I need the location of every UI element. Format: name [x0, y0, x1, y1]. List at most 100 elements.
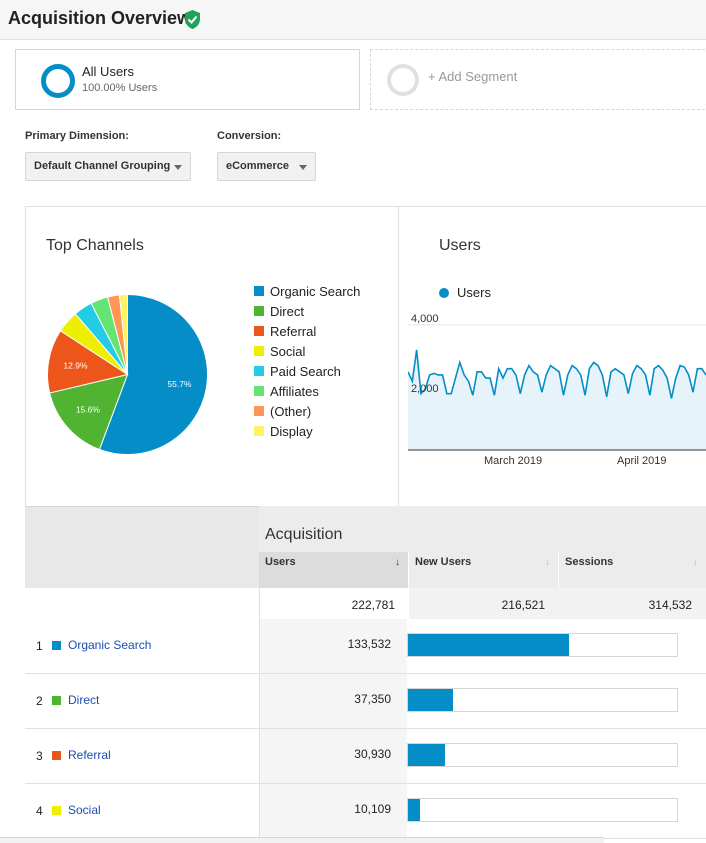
column-header-new-users[interactable]: New Users ↓ — [409, 552, 559, 588]
share-bar-track — [407, 633, 678, 657]
legend-swatch — [254, 366, 264, 376]
top-channels-title: Top Channels — [46, 237, 144, 254]
pie-slice[interactable] — [118, 293, 128, 375]
legend-item: Organic Search — [254, 281, 360, 301]
segment-ring-icon — [41, 64, 75, 98]
pie-slice[interactable] — [49, 373, 129, 451]
sort-descending-icon: ↓ — [395, 557, 400, 568]
users-value: 37,350 — [259, 674, 407, 728]
add-segment-label: + Add Segment — [428, 69, 518, 84]
chevron-down-icon — [174, 165, 182, 170]
legend-item: (Other) — [254, 401, 360, 421]
legend-item: Referral — [254, 321, 360, 341]
add-segment-button[interactable]: + Add Segment — [370, 49, 706, 110]
page-title: Acquisition Overview — [8, 8, 192, 28]
legend-swatch — [254, 346, 264, 356]
legend-item: Display — [254, 421, 360, 441]
conversion-dropdown[interactable]: eCommerce — [217, 152, 316, 181]
legend-item: Direct — [254, 301, 360, 321]
channel-color-swatch — [52, 641, 61, 650]
primary-dimension-label: Primary Dimension: — [25, 130, 129, 142]
share-bar-track — [407, 688, 678, 712]
acquisition-group-header: Acquisition — [265, 526, 343, 543]
empty-segment-ring-icon — [387, 64, 419, 96]
pie-slice-label: 55.7% — [167, 379, 192, 389]
total-sessions: 314,532 — [559, 588, 706, 619]
row-number: 3 — [36, 749, 43, 763]
row-number: 2 — [36, 694, 43, 708]
top-channels-pie-chart: 55.7% 15.6% 12.9% — [47, 293, 208, 455]
users-area-fill — [408, 349, 706, 450]
top-channels-legend: Organic Search Direct Referral Social Paid S… — [254, 281, 360, 441]
x-tick-label: April 2019 — [617, 455, 667, 467]
users-legend-label: Users — [457, 285, 491, 300]
verified-shield-icon — [185, 10, 200, 29]
users-value: 10,109 — [259, 784, 407, 838]
table-row: 1 Organic Search 133,532 — [25, 619, 706, 674]
users-series-line[interactable] — [408, 349, 706, 399]
channel-link[interactable]: Direct — [68, 693, 100, 707]
column-header-label: New Users — [415, 556, 472, 568]
legend-item: Paid Search — [254, 361, 360, 381]
legend-label: Affiliates — [270, 383, 319, 399]
table-row: 4 Social 10,109 — [25, 784, 706, 839]
share-bar-track — [407, 743, 678, 767]
share-bar-track — [407, 798, 678, 822]
column-header-label: Users — [265, 556, 296, 568]
legend-label: Direct — [270, 303, 304, 319]
acquisition-group-cell — [259, 506, 706, 552]
users-line-chart: 4,000 2,000 March 2019 April 2019 — [408, 313, 706, 467]
channel-link[interactable]: Referral — [68, 748, 111, 762]
totals-blank — [25, 588, 259, 619]
row-number: 4 — [36, 804, 43, 818]
legend-swatch — [254, 306, 264, 316]
conversion-label: Conversion: — [217, 130, 282, 142]
primary-dimension-dropdown[interactable]: Default Channel Grouping — [25, 152, 191, 181]
total-new-users: 216,521 — [409, 588, 559, 619]
legend-label: Display — [270, 423, 313, 439]
x-tick-label: March 2019 — [484, 455, 542, 467]
horizontal-scrollbar[interactable] — [0, 837, 604, 843]
legend-label: (Other) — [270, 403, 312, 419]
primary-dimension-value: Default Channel Grouping — [34, 160, 171, 172]
legend-label: Social — [270, 343, 306, 359]
share-bar-fill — [408, 689, 454, 711]
table-row: 3 Referral 30,930 — [25, 729, 706, 784]
total-users: 222,781 — [259, 588, 409, 619]
pie-slice-label: 15.6% — [76, 404, 101, 414]
chevron-down-icon — [299, 165, 307, 170]
channel-color-swatch — [52, 806, 61, 815]
panel-divider — [398, 206, 399, 507]
totals-row: 222,781 216,521 314,532 — [25, 588, 706, 619]
share-bar-fill — [408, 744, 446, 766]
channel-link[interactable]: Organic Search — [68, 638, 152, 652]
legend-item: Social — [254, 341, 360, 361]
legend-swatch — [254, 286, 264, 296]
conversion-value: eCommerce — [226, 160, 289, 172]
channel-color-swatch — [52, 751, 61, 760]
legend-label: Paid Search — [270, 363, 341, 379]
channel-link[interactable]: Social — [68, 803, 101, 817]
users-value: 133,532 — [259, 619, 407, 673]
users-value: 30,930 — [259, 729, 407, 783]
sort-icon: ↓ — [545, 557, 550, 568]
y-tick-label: 2,000 — [411, 383, 439, 395]
pie-slice[interactable] — [47, 330, 129, 394]
users-chart-title: Users — [439, 237, 481, 254]
segment-name: All Users — [82, 64, 135, 79]
pie-slice-label: 12.9% — [63, 360, 88, 370]
row-number: 1 — [36, 639, 43, 653]
column-header-label: Sessions — [565, 556, 614, 568]
channel-color-swatch — [52, 696, 61, 705]
pie-slice[interactable] — [98, 293, 208, 455]
legend-label: Organic Search — [270, 283, 361, 299]
segment-all-users[interactable]: All Users 100.00% Users — [15, 49, 360, 110]
legend-swatch — [254, 386, 264, 396]
column-header-sessions[interactable]: Sessions ↓ — [559, 552, 706, 588]
page-header: Acquisition Overview — [0, 0, 706, 40]
legend-swatch — [254, 326, 264, 336]
column-header-users[interactable]: Users ↓ — [259, 552, 409, 588]
y-tick-label: 4,000 — [411, 313, 439, 325]
users-legend-dot — [439, 288, 449, 298]
legend-swatch — [254, 426, 264, 436]
